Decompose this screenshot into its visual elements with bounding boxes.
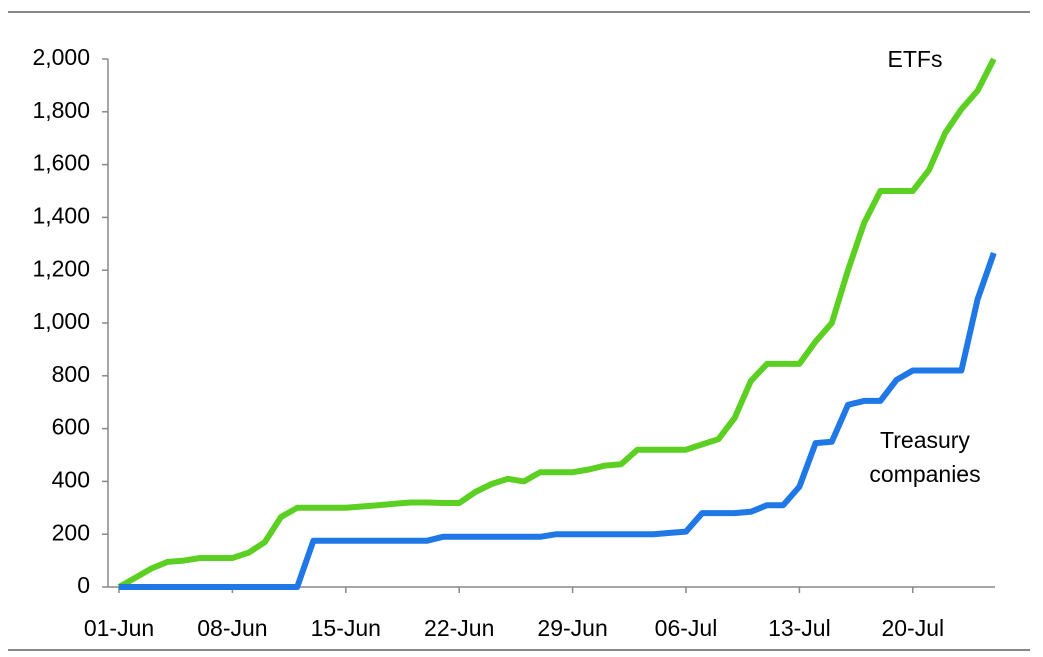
y-tick-label: 1,800: [32, 97, 90, 123]
x-tick-label: 06-Jul: [655, 615, 718, 641]
y-tick-label: 1,400: [32, 202, 90, 228]
series-line: [119, 252, 997, 590]
y-tick-label: 400: [52, 466, 90, 492]
x-tick-label: 22-Jun: [424, 615, 494, 641]
series-line: [117, 57, 997, 590]
y-tick-label: 1,200: [32, 255, 90, 281]
y-tick-label: 200: [52, 519, 90, 545]
x-tick-label: 13-Jul: [768, 615, 831, 641]
y-tick-label: 800: [52, 361, 90, 387]
x-tick-label: 29-Jun: [537, 615, 607, 641]
y-tick-label: 1,000: [32, 308, 90, 334]
x-tick-label: 01-Jun: [84, 615, 154, 641]
x-tick-label: 08-Jun: [197, 615, 267, 641]
y-tick-label: 1,600: [32, 150, 90, 176]
series-label: Treasury companies: [869, 427, 981, 487]
y-tick-label: 2,000: [32, 44, 90, 70]
x-tick-label: 20-Jul: [881, 615, 944, 641]
y-tick-label: 600: [52, 414, 90, 440]
series-label: ETFs: [887, 46, 943, 72]
x-tick-label: 15-Jun: [311, 615, 381, 641]
y-tick-label: 0: [77, 572, 90, 598]
